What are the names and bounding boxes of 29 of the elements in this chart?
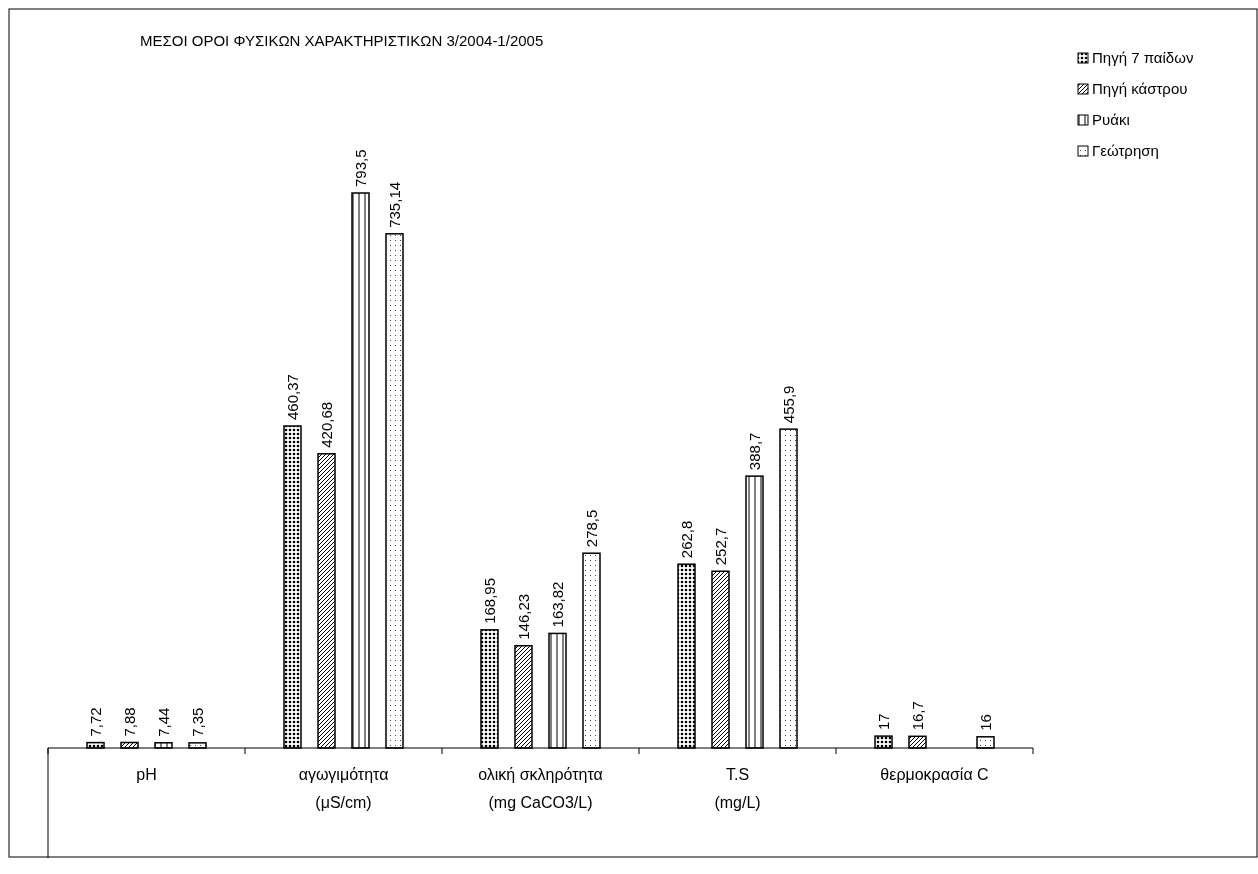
data-label: 388,7	[745, 432, 763, 471]
data-label: 735,14	[385, 181, 403, 228]
chart-title: ΜΕΣΟΙ ΟΡΟΙ ΦΥΣΙΚΩΝ ΧΑΡΑΚΤΗΡΙΣΤΙΚΩΝ 3/2004-1/2005	[140, 32, 544, 49]
data-label: 7,72	[86, 707, 104, 737]
data-label: 793,5	[351, 149, 369, 187]
data-label: 16	[976, 714, 994, 731]
data-label: 420,68	[317, 401, 335, 448]
data-label: 168,95	[480, 577, 498, 624]
data-label: 455,9	[779, 385, 797, 424]
data-label: 460,37	[283, 374, 301, 420]
data-label: 16,7	[908, 701, 926, 731]
x-tick-label: ολική σκληρότητα (mg CaCO3/L)	[478, 766, 603, 811]
data-label: 7,44	[154, 707, 172, 737]
x-tick-label: T.S (mg/L)	[714, 766, 761, 811]
legend-label: Γεώτρηση	[1092, 142, 1159, 159]
x-tick-label: pH	[136, 766, 157, 783]
data-label: 278,5	[582, 509, 600, 548]
x-tick-label: θερμοκρασία C	[880, 766, 989, 783]
data-label: 146,23	[514, 593, 532, 640]
data-label: 7,88	[120, 707, 138, 737]
data-label: 252,7	[711, 527, 729, 566]
data-label: 262,8	[677, 520, 695, 559]
legend-label: Πηγή 7 παίδων	[1092, 49, 1194, 66]
legend-label: Ρυάκι	[1092, 111, 1130, 128]
data-label: 163,82	[548, 581, 566, 628]
data-label: 7,35	[188, 707, 206, 737]
x-tick-label: αγωγιμότητα (μS/cm)	[298, 766, 389, 811]
legend-label: Πηγή κάστρου	[1092, 80, 1188, 97]
data-label: 17	[874, 713, 892, 731]
